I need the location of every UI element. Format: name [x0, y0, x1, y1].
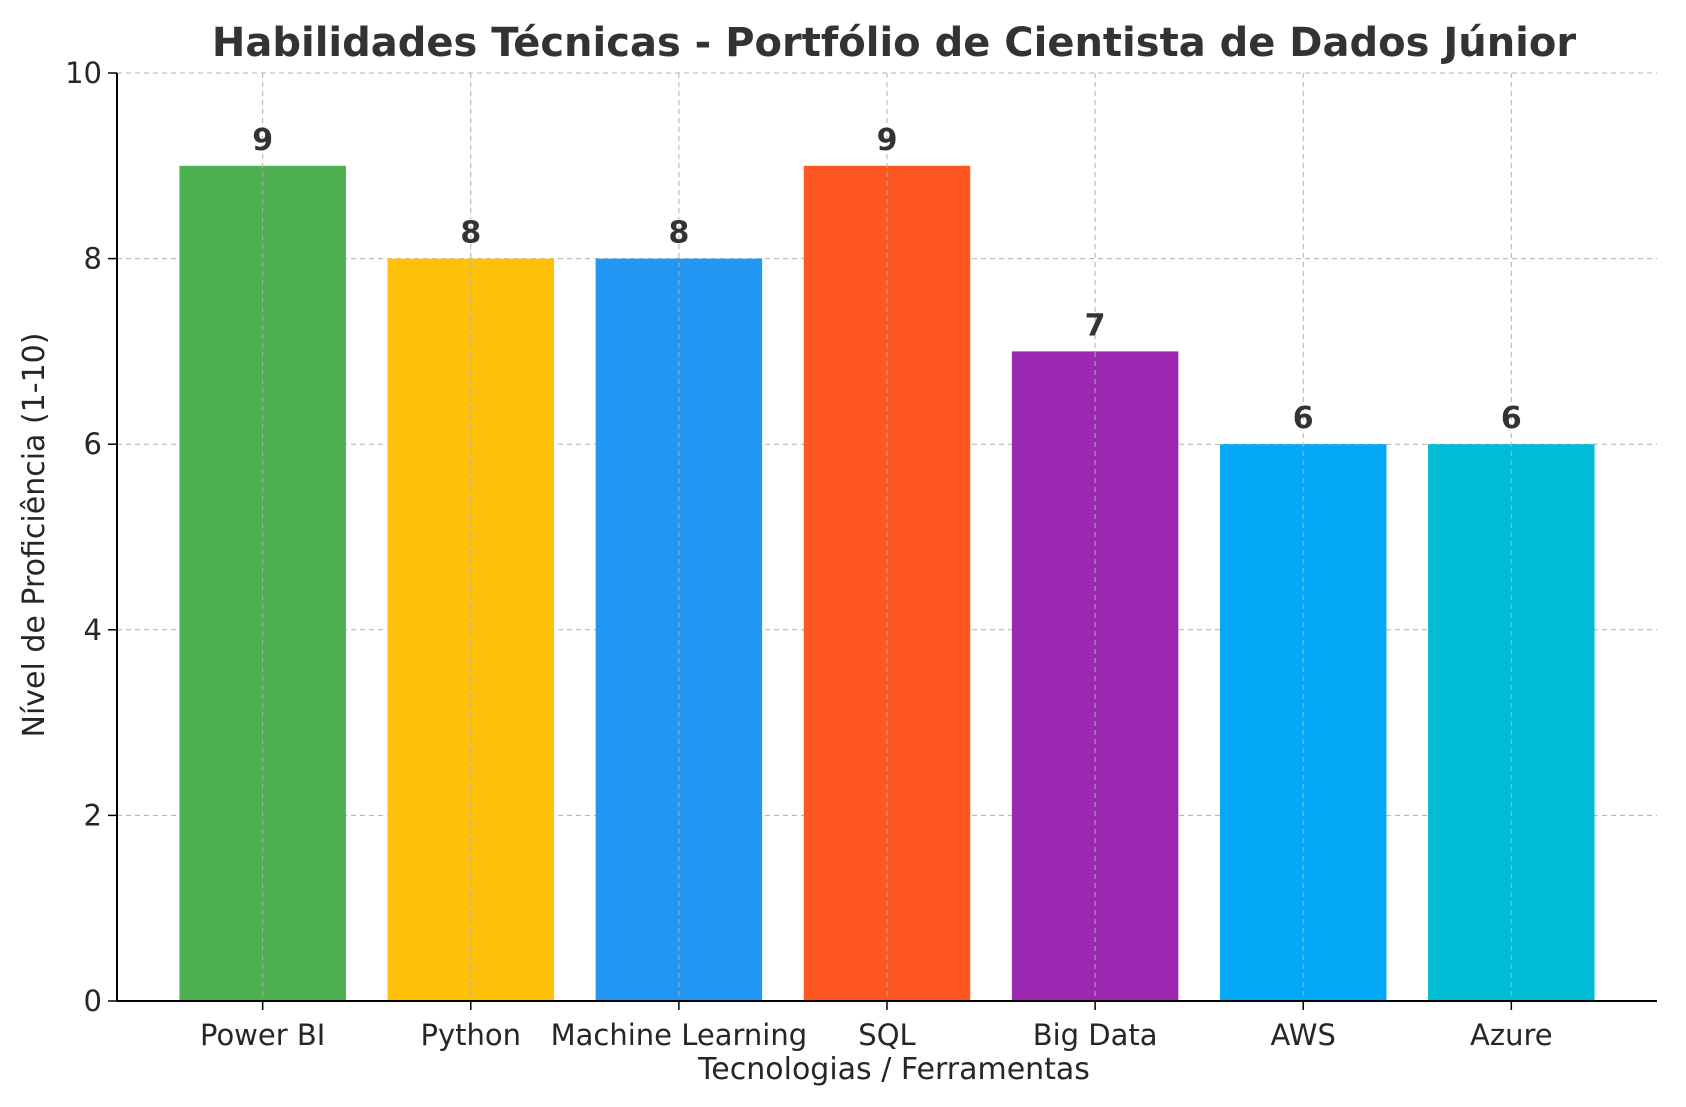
- data-label: 8: [460, 216, 481, 251]
- bar: [803, 165, 971, 1002]
- data-label: 9: [877, 123, 898, 158]
- x-tick-label: SQL: [858, 1018, 915, 1052]
- labels-layer: 0 2 4 6 8 10 Power BI 9 Python 8 Machine Learning 8…: [65, 56, 1553, 1052]
- y-tick-label: 2: [84, 798, 102, 832]
- bar: [595, 258, 763, 1002]
- y-tick-label: 8: [84, 242, 102, 276]
- x-tick-label: Big Data: [1033, 1018, 1158, 1052]
- data-label: 6: [1293, 401, 1314, 436]
- data-label: 7: [1085, 308, 1106, 343]
- x-tick-label: Azure: [1470, 1018, 1553, 1052]
- data-label: 8: [668, 216, 689, 251]
- bar: [179, 165, 346, 1002]
- data-label: 9: [252, 123, 273, 158]
- x-tick-label: AWS: [1271, 1018, 1336, 1052]
- y-axis-label: Nível de Proficiência (1-10): [17, 333, 52, 738]
- y-tick-label: 0: [84, 984, 102, 1018]
- y-tick-label: 10: [65, 56, 102, 90]
- x-axis-label: Tecnologias / Ferramentas: [697, 1052, 1090, 1087]
- x-tick-label: Python: [421, 1018, 522, 1052]
- bar: [387, 258, 555, 1002]
- x-tick-label: Power BI: [200, 1018, 325, 1052]
- data-label: 6: [1501, 401, 1522, 436]
- vertical-grid-layer: [262, 73, 1512, 1001]
- y-tick-label: 6: [84, 427, 102, 461]
- x-tick-label: Machine Learning: [551, 1018, 808, 1052]
- chart-title: Habilidades Técnicas - Portfólio de Cien…: [212, 20, 1576, 66]
- y-tick-label: 4: [84, 613, 102, 647]
- axes-layer: [108, 72, 1657, 1010]
